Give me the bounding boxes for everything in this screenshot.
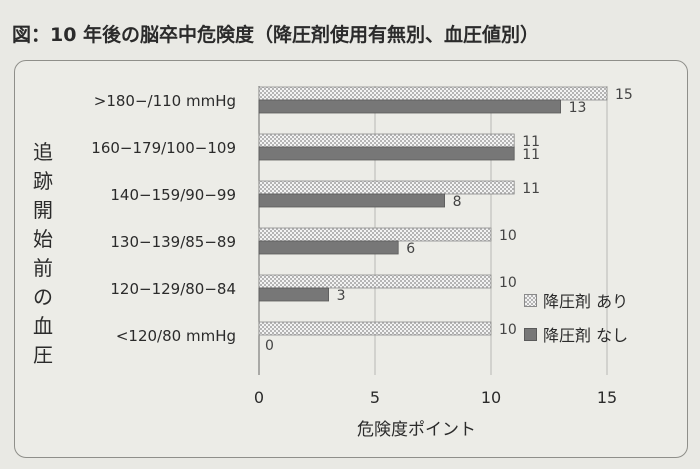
chart-frame bbox=[14, 60, 688, 458]
legend-label-without: 降圧剤 なし bbox=[543, 326, 629, 345]
data-label: 10 bbox=[499, 228, 517, 244]
bar-without-medication bbox=[258, 240, 399, 255]
bar-with-medication bbox=[258, 86, 608, 101]
data-label: 11 bbox=[522, 134, 540, 150]
x-axis-label: 危険度ポイント bbox=[357, 420, 476, 440]
category-label: 120−129/80−84 bbox=[110, 280, 236, 298]
legend-item-with: 降圧剤 あり bbox=[524, 288, 628, 312]
bar-with-medication bbox=[258, 274, 492, 289]
x-tick-label: 10 bbox=[481, 388, 501, 407]
bar-with-medication bbox=[258, 180, 515, 195]
x-tick-label: 0 bbox=[254, 388, 264, 407]
legend: 降圧剤 あり 降圧剤 なし bbox=[524, 288, 628, 356]
x-tick-label: 15 bbox=[597, 388, 617, 407]
data-label: 10 bbox=[499, 275, 517, 291]
bar-without-medication bbox=[258, 193, 446, 208]
x-tick-label: 5 bbox=[370, 388, 380, 407]
data-label: 15 bbox=[615, 87, 633, 103]
category-label: 140−159/90−99 bbox=[110, 186, 236, 204]
data-label: 11 bbox=[522, 181, 540, 197]
legend-label-with: 降圧剤 あり bbox=[543, 292, 629, 311]
bar-without-medication bbox=[258, 99, 562, 114]
bar-with-medication bbox=[258, 227, 492, 242]
legend-swatch-with bbox=[524, 293, 537, 307]
chart-title: 図：10 年後の脳卒中危険度（降圧剤使用有無別、血圧値別） bbox=[12, 24, 540, 46]
data-label: 0 bbox=[265, 338, 274, 354]
data-label: 11 bbox=[522, 147, 540, 163]
bar-without-medication bbox=[258, 146, 515, 161]
category-label: >180−/110 mmHg bbox=[94, 92, 236, 110]
data-label: 3 bbox=[337, 288, 346, 304]
bar-with-medication bbox=[258, 321, 492, 336]
legend-item-without: 降圧剤 なし bbox=[524, 322, 628, 346]
category-label: 160−179/100−109 bbox=[91, 139, 236, 157]
data-label: 10 bbox=[499, 322, 517, 338]
legend-swatch-without bbox=[524, 327, 537, 341]
category-label: <120/80 mmHg bbox=[116, 327, 236, 345]
category-label: 130−139/85−89 bbox=[110, 233, 236, 251]
data-label: 13 bbox=[569, 100, 587, 116]
data-label: 8 bbox=[453, 194, 462, 210]
y-axis-label: 追跡開始前の血圧 bbox=[33, 140, 53, 367]
bar-without-medication bbox=[258, 287, 329, 302]
bar-with-medication bbox=[258, 133, 515, 148]
data-label: 6 bbox=[406, 241, 415, 257]
